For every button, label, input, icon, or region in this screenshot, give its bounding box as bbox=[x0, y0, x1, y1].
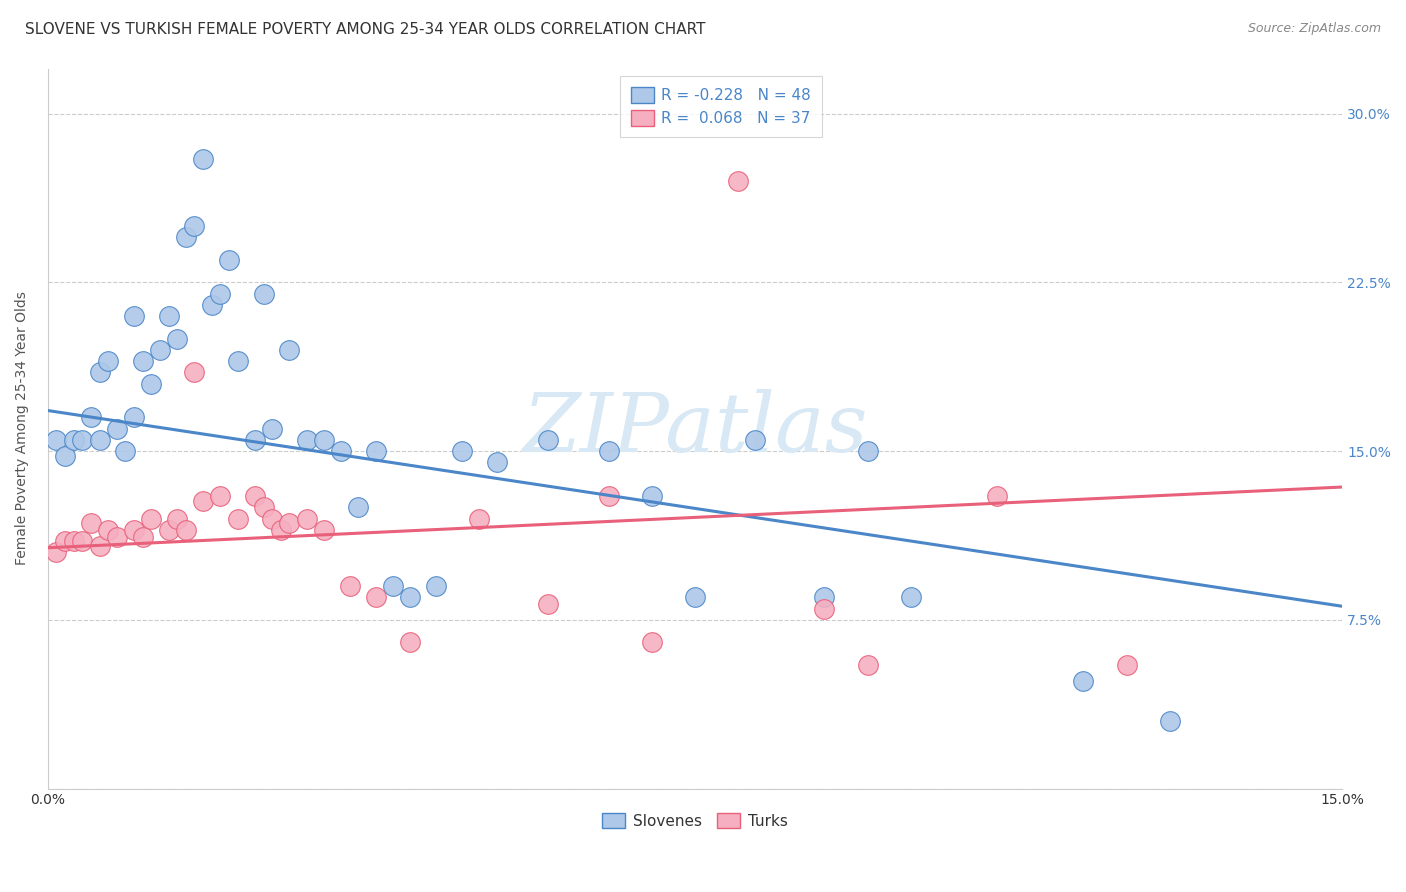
Point bbox=[97, 354, 120, 368]
Point bbox=[166, 332, 188, 346]
Point bbox=[149, 343, 172, 357]
Point bbox=[53, 449, 76, 463]
Point bbox=[1115, 657, 1137, 672]
Text: ZIPatlas: ZIPatlas bbox=[522, 389, 868, 468]
Point bbox=[683, 591, 706, 605]
Point bbox=[122, 309, 145, 323]
Point bbox=[243, 489, 266, 503]
Point bbox=[226, 354, 249, 368]
Point bbox=[114, 444, 136, 458]
Point bbox=[252, 286, 274, 301]
Point bbox=[72, 433, 94, 447]
Point bbox=[399, 591, 422, 605]
Point bbox=[45, 433, 67, 447]
Point bbox=[89, 539, 111, 553]
Point bbox=[900, 591, 922, 605]
Point bbox=[339, 579, 361, 593]
Point bbox=[131, 354, 153, 368]
Point bbox=[364, 591, 387, 605]
Point bbox=[270, 523, 292, 537]
Point bbox=[80, 410, 103, 425]
Point bbox=[1159, 714, 1181, 728]
Point bbox=[364, 444, 387, 458]
Point bbox=[856, 444, 879, 458]
Legend: Slovenes, Turks: Slovenes, Turks bbox=[596, 806, 794, 835]
Point bbox=[744, 433, 766, 447]
Point bbox=[252, 500, 274, 515]
Point bbox=[262, 421, 284, 435]
Point bbox=[262, 511, 284, 525]
Point bbox=[295, 433, 318, 447]
Point bbox=[72, 534, 94, 549]
Point bbox=[183, 219, 205, 233]
Point bbox=[62, 534, 84, 549]
Point bbox=[330, 444, 353, 458]
Point bbox=[537, 597, 560, 611]
Point bbox=[813, 601, 835, 615]
Point bbox=[226, 511, 249, 525]
Point bbox=[141, 511, 163, 525]
Point bbox=[174, 230, 197, 244]
Point bbox=[485, 455, 508, 469]
Point bbox=[166, 511, 188, 525]
Point bbox=[641, 489, 664, 503]
Point bbox=[278, 516, 301, 530]
Point bbox=[813, 591, 835, 605]
Point bbox=[157, 309, 180, 323]
Point bbox=[89, 365, 111, 379]
Point bbox=[191, 152, 214, 166]
Y-axis label: Female Poverty Among 25-34 Year Olds: Female Poverty Among 25-34 Year Olds bbox=[15, 292, 30, 566]
Text: Source: ZipAtlas.com: Source: ZipAtlas.com bbox=[1247, 22, 1381, 36]
Point bbox=[97, 523, 120, 537]
Point bbox=[598, 444, 620, 458]
Point bbox=[191, 493, 214, 508]
Point bbox=[131, 529, 153, 543]
Point bbox=[986, 489, 1008, 503]
Point bbox=[598, 489, 620, 503]
Point bbox=[80, 516, 103, 530]
Point bbox=[381, 579, 404, 593]
Point bbox=[399, 635, 422, 649]
Point bbox=[201, 298, 224, 312]
Point bbox=[312, 433, 335, 447]
Point bbox=[295, 511, 318, 525]
Point bbox=[537, 433, 560, 447]
Point bbox=[425, 579, 447, 593]
Point bbox=[727, 174, 749, 188]
Point bbox=[209, 489, 232, 503]
Point bbox=[641, 635, 664, 649]
Point bbox=[218, 252, 240, 267]
Text: SLOVENE VS TURKISH FEMALE POVERTY AMONG 25-34 YEAR OLDS CORRELATION CHART: SLOVENE VS TURKISH FEMALE POVERTY AMONG … bbox=[25, 22, 706, 37]
Point bbox=[141, 376, 163, 391]
Point bbox=[53, 534, 76, 549]
Point bbox=[174, 523, 197, 537]
Point bbox=[45, 545, 67, 559]
Point bbox=[89, 433, 111, 447]
Point bbox=[451, 444, 474, 458]
Point bbox=[278, 343, 301, 357]
Point bbox=[122, 523, 145, 537]
Point bbox=[243, 433, 266, 447]
Point bbox=[856, 657, 879, 672]
Point bbox=[1073, 673, 1095, 688]
Point bbox=[347, 500, 370, 515]
Point bbox=[105, 529, 128, 543]
Point bbox=[312, 523, 335, 537]
Point bbox=[183, 365, 205, 379]
Point bbox=[122, 410, 145, 425]
Point bbox=[468, 511, 491, 525]
Point bbox=[157, 523, 180, 537]
Point bbox=[105, 421, 128, 435]
Point bbox=[209, 286, 232, 301]
Point bbox=[62, 433, 84, 447]
